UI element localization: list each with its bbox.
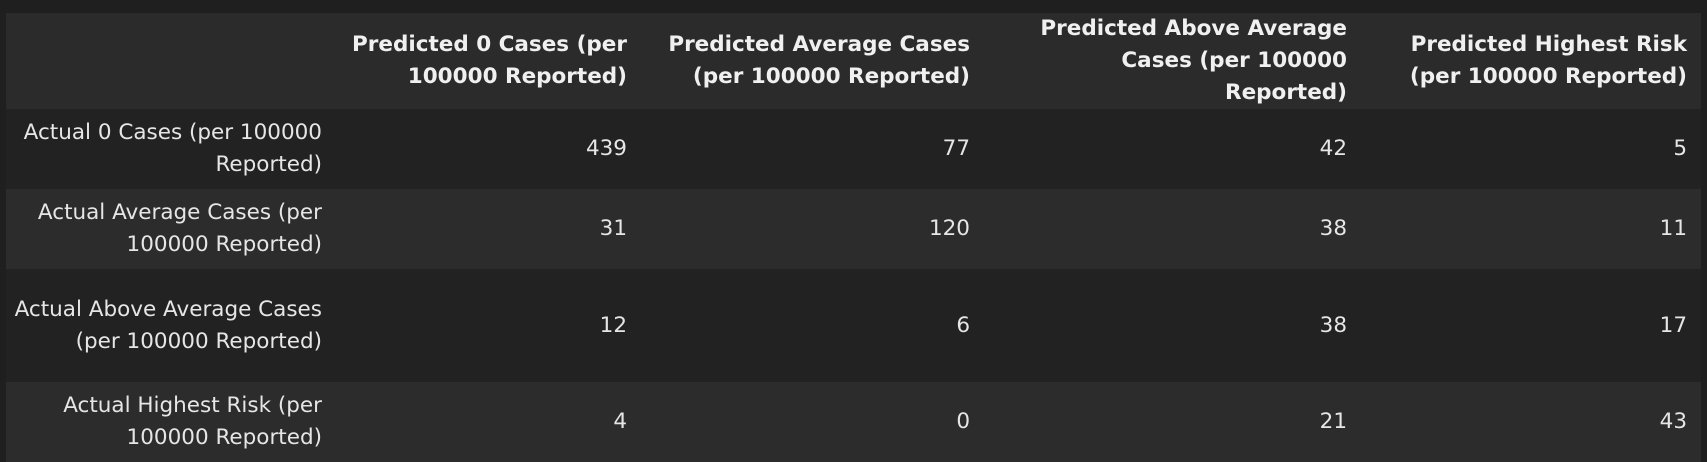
table-cell: 43 bbox=[1659, 409, 1687, 434]
column-header-predicted-average: Predicted Average Cases (per 100000 Repo… bbox=[668, 32, 970, 89]
table-cell: 4 bbox=[613, 409, 627, 434]
table-cell: 21 bbox=[1319, 409, 1347, 434]
table-body: Actual 0 Cases (per 100000 Reported) 439… bbox=[6, 109, 1701, 462]
table-cell: 11 bbox=[1659, 216, 1687, 241]
column-header-predicted-above-average: Predicted Above Average Cases (per 10000… bbox=[1040, 16, 1347, 105]
table-cell: 42 bbox=[1319, 136, 1347, 161]
column-header-predicted-highest-risk: Predicted Highest Risk (per 100000 Repor… bbox=[1409, 32, 1687, 89]
table-header: Predicted 0 Cases (per 100000 Reported) … bbox=[6, 13, 1701, 109]
table-cell: 17 bbox=[1659, 312, 1687, 338]
table-cell: 31 bbox=[599, 216, 627, 241]
row-header: Actual Highest Risk (per 100000 Reported… bbox=[63, 393, 322, 450]
column-header-predicted-0: Predicted 0 Cases (per 100000 Reported) bbox=[352, 32, 627, 89]
table-cell: 5 bbox=[1673, 136, 1687, 161]
table-cell: 439 bbox=[585, 136, 627, 161]
table-cell: 0 bbox=[956, 409, 970, 434]
table-cell: 120 bbox=[928, 216, 970, 241]
table-cell: 6 bbox=[956, 312, 970, 338]
table-cell: 38 bbox=[1319, 312, 1347, 338]
table-row: Actual Average Cases (per 100000 Reporte… bbox=[6, 189, 1701, 269]
table-row: Actual Highest Risk (per 100000 Reported… bbox=[6, 382, 1701, 462]
row-header: Actual 0 Cases (per 100000 Reported) bbox=[23, 120, 322, 177]
confusion-matrix-table: Predicted 0 Cases (per 100000 Reported) … bbox=[6, 13, 1701, 462]
table-cell: 77 bbox=[942, 136, 970, 161]
row-header: Actual Average Cases (per 100000 Reporte… bbox=[37, 200, 322, 257]
table-row: Actual Above Average Cases (per 100000 R… bbox=[6, 269, 1701, 382]
header-row: Predicted 0 Cases (per 100000 Reported) … bbox=[6, 13, 1701, 109]
corner-cell bbox=[6, 13, 336, 109]
table-cell: 12 bbox=[599, 312, 627, 338]
table-cell: 38 bbox=[1319, 216, 1347, 241]
table-row: Actual 0 Cases (per 100000 Reported) 439… bbox=[6, 109, 1701, 189]
row-header: Actual Above Average Cases (per 100000 R… bbox=[14, 296, 322, 354]
